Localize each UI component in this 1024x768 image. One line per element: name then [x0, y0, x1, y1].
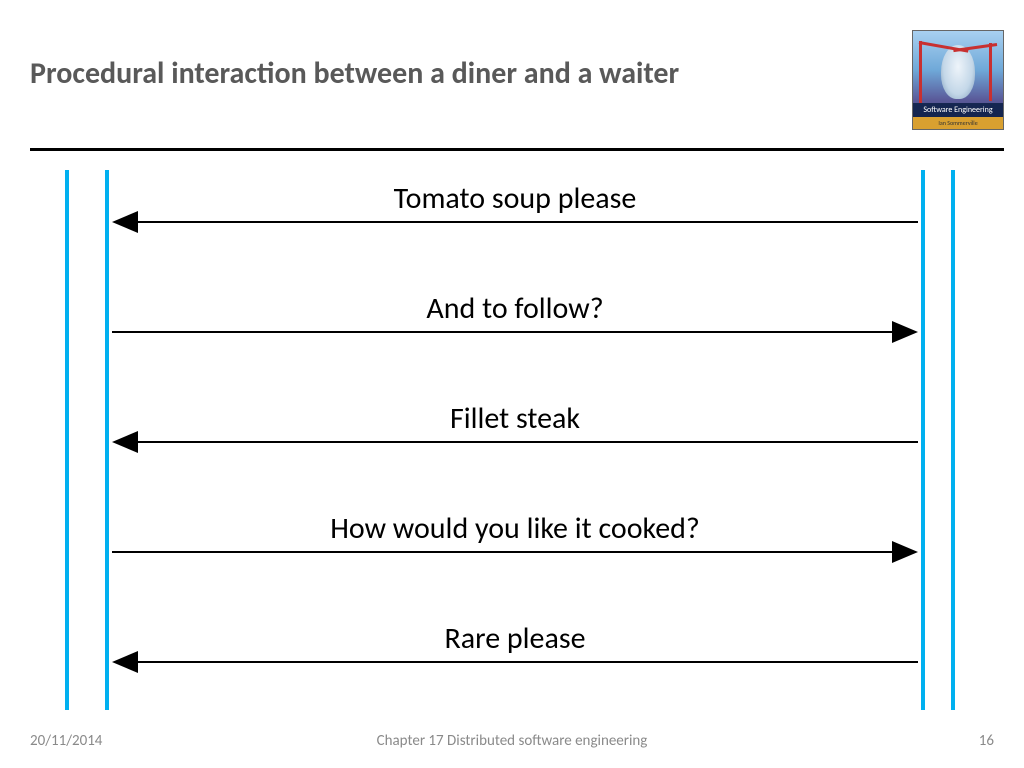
message-label: Rare please	[110, 620, 920, 657]
message-arrow	[112, 331, 912, 333]
title-divider	[30, 148, 1004, 151]
slide: Procedural interaction between a diner a…	[0, 0, 1024, 768]
message-label: And to follow?	[110, 290, 920, 327]
book-cover-image: Software Engineering Ian Sommerville	[912, 30, 1004, 130]
message-row: Tomato soup please	[110, 180, 920, 223]
arrowhead-right-icon	[892, 541, 918, 563]
message-arrow	[118, 221, 918, 223]
lifeline-left-outer	[65, 170, 69, 710]
arrowhead-right-icon	[892, 321, 918, 343]
message-arrow	[112, 551, 912, 553]
message-label: How would you like it cooked?	[110, 510, 920, 547]
sequence-diagram: Tomato soup please And to follow? Fillet…	[60, 170, 960, 710]
book-title-label: Software Engineering	[913, 103, 1003, 117]
footer-chapter: Chapter 17 Distributed software engineer…	[30, 732, 994, 750]
arrowhead-left-icon	[112, 431, 138, 453]
message-label: Fillet steak	[110, 400, 920, 437]
footer-page-number: 16	[979, 732, 994, 750]
lifeline-right-outer	[951, 170, 955, 710]
message-arrow	[118, 661, 918, 663]
book-author-label: Ian Sommerville	[913, 117, 1003, 129]
lifeline-left-inner	[105, 170, 109, 710]
arrowhead-left-icon	[112, 211, 138, 233]
arrowhead-left-icon	[112, 651, 138, 673]
lifeline-right-inner	[921, 170, 925, 710]
message-arrow	[118, 441, 918, 443]
message-label: Tomato soup please	[110, 180, 920, 217]
message-row: Rare please	[110, 620, 920, 663]
message-row: And to follow?	[110, 290, 920, 333]
message-row: How would you like it cooked?	[110, 510, 920, 553]
slide-title: Procedural interaction between a diner a…	[30, 55, 840, 93]
message-row: Fillet steak	[110, 400, 920, 443]
